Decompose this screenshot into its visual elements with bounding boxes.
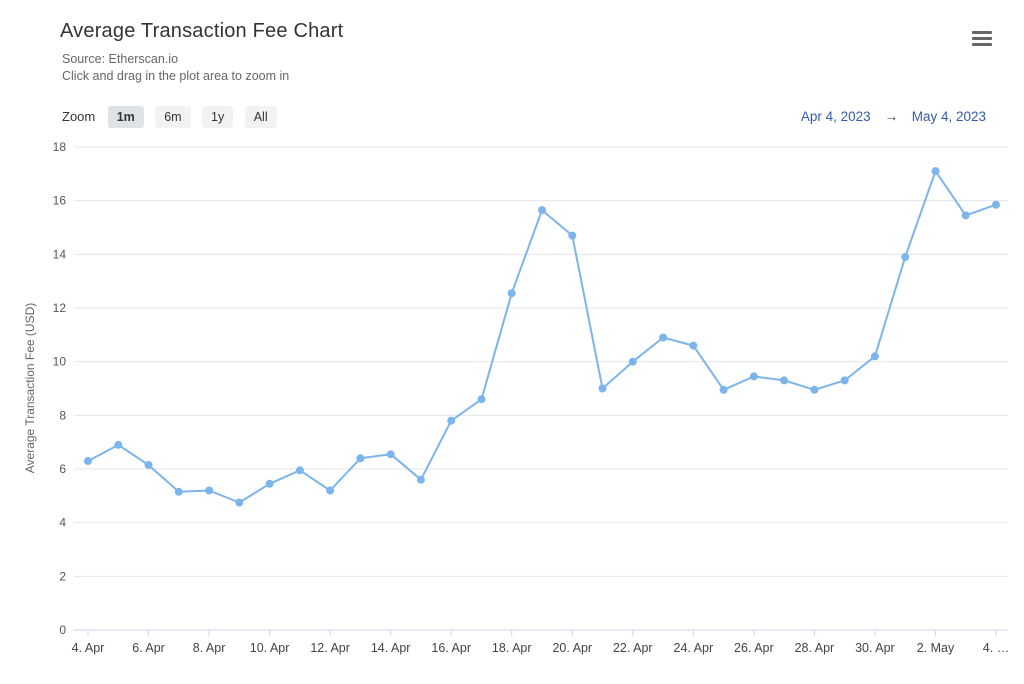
- data-point[interactable]: [507, 289, 516, 298]
- x-axis-label: 12. Apr: [310, 641, 350, 655]
- x-axis-label: 16. Apr: [431, 641, 471, 655]
- x-axis-label: 4. …: [983, 641, 1009, 655]
- data-point[interactable]: [205, 486, 214, 495]
- data-point[interactable]: [749, 372, 758, 381]
- y-axis-label: 16: [53, 194, 67, 208]
- data-point[interactable]: [659, 333, 668, 342]
- y-axis-label: 10: [53, 355, 67, 369]
- data-point[interactable]: [780, 376, 789, 385]
- data-point[interactable]: [689, 341, 698, 350]
- y-axis-label: 0: [59, 623, 66, 637]
- data-point[interactable]: [538, 206, 546, 215]
- data-point[interactable]: [810, 385, 819, 394]
- chart-toolbar: Zoom 1m 6m 1y All Apr 4, 2023 → May 4, 2…: [62, 104, 990, 130]
- data-point[interactable]: [598, 384, 607, 393]
- x-axis-label: 10. Apr: [250, 641, 290, 655]
- date-range: Apr 4, 2023 → May 4, 2023: [797, 104, 990, 130]
- zoom-1m-button[interactable]: 1m: [107, 106, 144, 128]
- data-point[interactable]: [992, 200, 1000, 209]
- hamburger-icon: [972, 30, 992, 46]
- x-axis-label: 14. Apr: [371, 641, 411, 655]
- data-point[interactable]: [628, 357, 637, 366]
- data-point[interactable]: [356, 454, 365, 463]
- range-from-date[interactable]: Apr 4, 2023: [800, 109, 871, 124]
- data-point[interactable]: [477, 395, 486, 404]
- x-axis-label: 6. Apr: [132, 641, 165, 655]
- y-axis-label: 12: [53, 301, 67, 315]
- chart-hint: Click and drag in the plot area to zoom …: [62, 69, 290, 83]
- data-point[interactable]: [840, 376, 849, 385]
- data-point[interactable]: [295, 466, 304, 475]
- fee-series-line: [87, 170, 997, 504]
- data-point[interactable]: [114, 440, 123, 449]
- x-axis-label: 4. Apr: [72, 641, 105, 655]
- x-axis-label: 22. Apr: [613, 641, 653, 655]
- plot-area[interactable]: 0 2 4 6 8 10 12 14 16 18 4. Apr 6. Apr 8. Apr 10. Apr…: [0, 136, 1024, 684]
- zoom-all-button[interactable]: All: [244, 106, 277, 128]
- data-point[interactable]: [719, 385, 728, 394]
- y-axis-label: 4: [59, 516, 66, 530]
- data-point[interactable]: [144, 461, 153, 469]
- x-axis-label: 30. Apr: [855, 641, 895, 655]
- x-axis-label: 18. Apr: [492, 641, 532, 655]
- x-axis-label: 24. Apr: [674, 641, 714, 655]
- range-arrow-icon: →: [884, 109, 898, 124]
- y-axis-label: 8: [59, 408, 66, 422]
- data-point[interactable]: [326, 486, 335, 495]
- y-axis-label: 14: [53, 247, 67, 261]
- data-point[interactable]: [386, 450, 395, 459]
- y-axis-label: 18: [53, 140, 67, 154]
- data-point[interactable]: [568, 231, 577, 240]
- data-point[interactable]: [447, 416, 456, 425]
- data-point[interactable]: [416, 475, 425, 484]
- zoom-label: Zoom: [62, 109, 96, 124]
- zoom-1y-button[interactable]: 1y: [202, 106, 234, 128]
- x-axis-label: 26. Apr: [734, 641, 774, 655]
- chart-source: Source: Etherscan.io: [62, 52, 179, 66]
- x-axis-label: 20. Apr: [552, 641, 592, 655]
- data-point[interactable]: [174, 487, 183, 496]
- chart-title: Average Transaction Fee Chart: [60, 20, 344, 42]
- y-axis-label: 2: [59, 569, 66, 583]
- data-point[interactable]: [931, 167, 940, 176]
- data-point[interactable]: [84, 457, 92, 465]
- data-point[interactable]: [265, 479, 274, 488]
- data-point[interactable]: [961, 211, 970, 220]
- data-point[interactable]: [870, 352, 879, 361]
- x-axis-label: 2. May: [917, 641, 955, 655]
- x-axis-label: 8. Apr: [193, 641, 226, 655]
- data-point[interactable]: [901, 253, 910, 261]
- data-point[interactable]: [235, 498, 244, 507]
- chart-context-menu-button[interactable]: [968, 26, 996, 50]
- x-axis-label: 28. Apr: [795, 641, 835, 655]
- y-axis-label: 6: [59, 462, 66, 476]
- range-to-date[interactable]: May 4, 2023: [911, 109, 986, 124]
- zoom-6m-button[interactable]: 6m: [155, 106, 191, 128]
